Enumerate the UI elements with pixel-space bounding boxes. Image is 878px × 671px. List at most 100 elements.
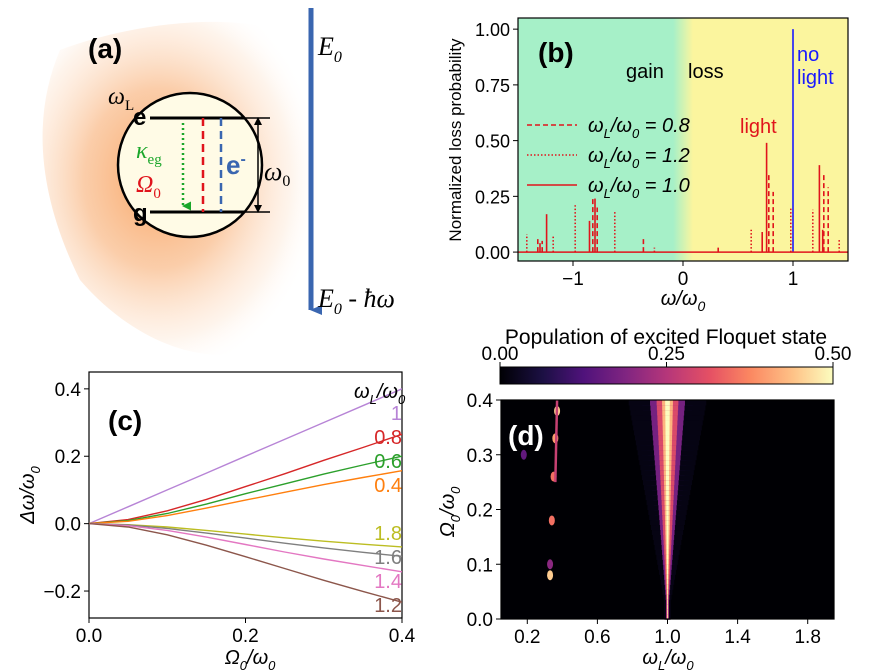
d-heat-core [665, 469, 670, 476]
c-xtick-label: 0.2 [232, 626, 258, 647]
b-legend-label: ωL/ω0 = 0.8 [588, 115, 690, 141]
d-ytick-label: 0.3 [467, 446, 493, 467]
d-heat-core [665, 459, 670, 466]
c-xtick-label: 0.0 [76, 626, 102, 647]
d-ytick-label: 0.0 [467, 610, 493, 631]
omega0-rabi-label: Ω0 [136, 172, 161, 202]
d-cb-tick-label: 0.25 [648, 344, 685, 365]
d-heat-core [666, 564, 669, 570]
b-legend-label: ωL/ω0 = 1.0 [588, 175, 690, 201]
b-xtick-label: −1 [562, 269, 584, 290]
d-heat-core [665, 424, 670, 431]
c-legend-label: 1.8 [374, 523, 402, 545]
d-heat-core [666, 539, 669, 545]
d-heat-core [666, 544, 669, 550]
panel-b: −1 0 1 0.00 0.25 0.50 0.75 1.00 (b) gain loss l… [446, 17, 849, 314]
c-legend-label: 0.6 [374, 451, 402, 473]
d-heat-core [667, 584, 668, 590]
d-xtick-label: 1.8 [794, 627, 820, 648]
d-heat-core [665, 464, 670, 471]
e0-final-label: E0 - ħω [317, 284, 395, 318]
panel-a-label: (a) [88, 33, 122, 64]
d-heat-core [666, 529, 669, 535]
b-xlabel: ω/ω0 [661, 288, 706, 314]
b-ytick-label: 0.75 [475, 76, 510, 96]
c-series-line-7 [89, 522, 402, 603]
c-legend-title: ωL/ω0 [354, 381, 406, 407]
b-loss-label: loss [688, 61, 724, 83]
d-heat-core [665, 400, 670, 406]
d-heat-core [665, 474, 670, 481]
d-xtick-label: 0.2 [514, 627, 540, 648]
d-xlabel: ωL/ω0 [642, 647, 694, 671]
d-heat-core [665, 429, 670, 436]
d-heat-core [665, 414, 670, 421]
c-ticks: 0.0 0.2 0.4 −0.2 0.0 0.2 0.4 [43, 380, 415, 647]
electron-label: e- [226, 150, 246, 180]
b-legend-label: ωL/ω0 = 1.2 [588, 145, 690, 171]
d-heat-core [666, 559, 669, 565]
atom-circle [116, 91, 264, 239]
d-heat-core [666, 534, 669, 540]
c-series-line-3 [89, 470, 402, 525]
d-heat-core [665, 439, 670, 446]
c-series-line-1 [89, 433, 402, 525]
c-legend-label: 1 [391, 403, 402, 425]
b-no-label: no [797, 44, 819, 66]
d-heat-core [665, 409, 670, 416]
d-heat-core [666, 569, 669, 575]
b-ytick-label: 0.25 [475, 187, 510, 207]
b-legend: ωL/ω0 = 0.8 ωL/ω0 = 1.2 ωL/ω0 = 1.0 [527, 115, 690, 201]
d-ticks: 0.2 0.6 1.0 1.4 1.8 0.0 0.1 0.2 0.3 0.4 [467, 391, 821, 648]
e0-label: E0 [317, 32, 342, 66]
c-ytick-label: 0.0 [55, 515, 81, 536]
panel-a: (a) ωL e g κeg Ω0 e- ω0 E0 E0 - ħω [42, 8, 395, 355]
d-heat-core [665, 434, 670, 441]
d-heat-core [665, 404, 670, 411]
c-series-line-6 [89, 522, 402, 573]
b-panel-label: (b) [538, 37, 574, 68]
b-ytick-label: 0.50 [475, 132, 510, 152]
level-e-label: e [133, 104, 146, 131]
d-ylabel: Ω0/ω0 [437, 486, 463, 538]
d-heat-core [666, 519, 669, 526]
b-ylabel: Normalized loss probability [446, 38, 465, 242]
b-ytick-label: 0.00 [475, 243, 510, 263]
c-legend-label: 1.2 [374, 595, 402, 617]
d-xtick-label: 0.6 [584, 627, 610, 648]
d-heat-core [665, 454, 670, 461]
d-xtick-label: 1.4 [724, 627, 751, 648]
d-ytick-label: 0.4 [467, 391, 494, 412]
c-xlabel: Ω0/ω0 [225, 647, 277, 671]
d-heat-core [666, 484, 669, 491]
d-colorbar-title: Population of excited Floquet state [505, 326, 827, 349]
b-series [518, 29, 848, 253]
c-xtick-label: 0.4 [389, 626, 416, 647]
d-ytick-label: 0.1 [467, 555, 493, 576]
d-xtick-label: 1.0 [654, 627, 680, 648]
d-heat-core [666, 514, 669, 521]
c-legend-label: 0.8 [374, 427, 402, 449]
d-cb-tick-label: 0.00 [482, 344, 519, 365]
d-heat-core [665, 419, 670, 426]
c-legend-label: 1.4 [374, 571, 402, 593]
c-legend: 10.80.60.4 1.81.61.41.2 [374, 403, 402, 617]
c-ylabel: Δω/ω0 [17, 466, 43, 525]
c-legend-label: 0.4 [374, 475, 402, 497]
b-gain-label: gain [626, 61, 664, 83]
d-heat-core [666, 509, 669, 516]
d-heat-core [666, 494, 669, 501]
d-panel-label: (d) [508, 420, 544, 451]
c-panel-label: (c) [108, 405, 142, 436]
d-secondary-spot [548, 515, 555, 526]
b-ticks: −1 0 1 0.00 0.25 0.50 0.75 1.00 [475, 20, 798, 290]
d-secondary-band [554, 399, 559, 483]
omega0-label: ω0 [264, 157, 290, 190]
d-secondary-spot [547, 570, 554, 581]
d-heat-core [667, 589, 668, 595]
d-heat-core [665, 449, 670, 456]
c-series-line-0 [89, 388, 402, 525]
d-heat-core [666, 489, 669, 496]
d-heat-core [666, 504, 669, 511]
